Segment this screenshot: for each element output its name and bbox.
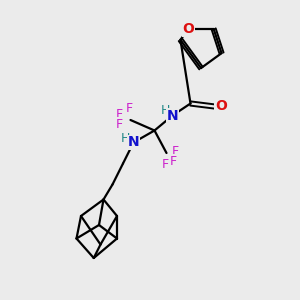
Text: O: O xyxy=(215,100,227,113)
Text: N: N xyxy=(128,136,139,149)
Text: H: H xyxy=(120,131,130,145)
Text: F: F xyxy=(116,108,123,121)
Text: F: F xyxy=(125,102,133,115)
Text: H: H xyxy=(161,103,171,117)
Text: F: F xyxy=(161,158,169,171)
Text: F: F xyxy=(171,145,178,158)
Text: O: O xyxy=(182,22,194,36)
Text: F: F xyxy=(116,118,123,131)
Text: N: N xyxy=(167,109,178,122)
Text: F: F xyxy=(169,155,177,168)
